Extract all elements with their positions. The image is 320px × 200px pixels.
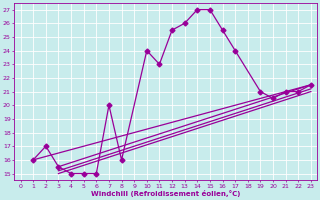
X-axis label: Windchill (Refroidissement éolien,°C): Windchill (Refroidissement éolien,°C) xyxy=(91,190,240,197)
